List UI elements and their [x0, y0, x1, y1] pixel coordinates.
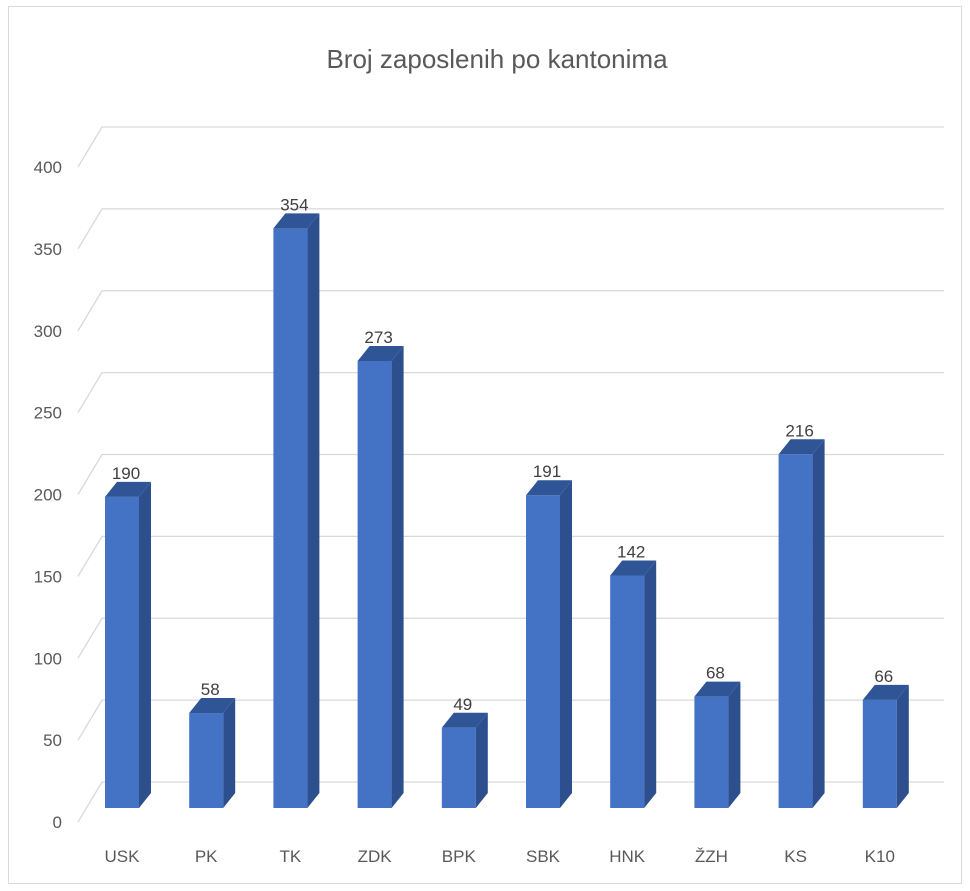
x-axis-categories: USK PK TK ZDK BPK SBK HNK ŽZH KS K10 — [105, 847, 895, 866]
gridline — [77, 699, 944, 741]
y-tick-label: 400 — [34, 158, 62, 177]
x-category-label: KS — [784, 847, 807, 866]
bar-HNK — [610, 560, 657, 808]
gridline — [77, 617, 944, 659]
y-axis-ticks: 0 50 100 150 200 250 300 350 400 — [34, 158, 62, 832]
y-tick-label: 0 — [53, 813, 62, 832]
data-label: 216 — [785, 421, 813, 440]
bar-USK — [105, 481, 151, 808]
data-label: 142 — [617, 542, 645, 561]
gridline — [77, 535, 944, 577]
bar-TK — [273, 213, 320, 808]
x-category-label: ŽZH — [695, 847, 728, 866]
data-label: 354 — [280, 195, 308, 214]
gridline — [77, 290, 944, 332]
bar-ŽZH — [694, 681, 741, 808]
x-category-label: USK — [105, 847, 141, 866]
x-category-label: TK — [280, 847, 302, 866]
data-label: 58 — [201, 680, 220, 699]
y-tick-label: 350 — [34, 240, 62, 259]
gridline — [77, 453, 944, 495]
data-label: 68 — [706, 664, 725, 683]
x-category-label: PK — [195, 847, 218, 866]
bar-KS — [778, 439, 825, 808]
data-label: 190 — [112, 464, 140, 483]
gridline — [77, 126, 944, 168]
y-tick-label: 200 — [34, 486, 62, 505]
data-label: 49 — [453, 695, 472, 714]
bar-BPK — [441, 712, 488, 808]
y-tick-label: 250 — [34, 404, 62, 423]
y-tick-label: 100 — [34, 649, 62, 668]
gridline — [77, 781, 944, 823]
x-category-label: K10 — [865, 847, 895, 866]
gridlines — [77, 126, 944, 823]
data-label: 191 — [533, 462, 561, 481]
bar-PK — [189, 698, 236, 808]
y-tick-label: 150 — [34, 567, 62, 586]
bar-K10 — [862, 684, 909, 808]
x-category-label: ZDK — [358, 847, 393, 866]
data-label: 66 — [874, 667, 893, 686]
gridline — [77, 208, 944, 250]
chart-title: Broj zaposlenih po kantonima — [326, 44, 668, 74]
y-tick-label: 50 — [43, 731, 62, 750]
x-category-label: HNK — [609, 847, 646, 866]
data-label: 273 — [364, 328, 392, 347]
bar-ZDK — [357, 345, 404, 808]
x-category-label: SBK — [526, 847, 561, 866]
data-labels: 190 58 354 273 49 191 142 68 216 66 — [112, 195, 893, 713]
gridline — [77, 371, 944, 413]
y-tick-label: 300 — [34, 322, 62, 341]
x-category-label: BPK — [442, 847, 477, 866]
bar-SBK — [526, 480, 572, 808]
bars — [105, 213, 909, 808]
